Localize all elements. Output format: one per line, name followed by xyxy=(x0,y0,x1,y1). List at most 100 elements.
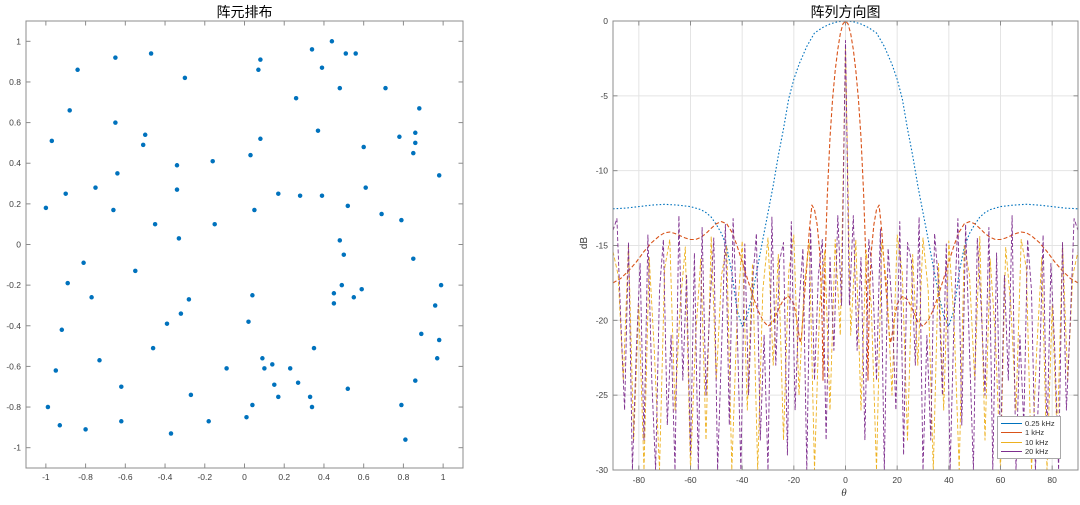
scatter-point xyxy=(399,402,404,408)
scatter-point xyxy=(152,221,158,227)
scatter-point xyxy=(436,173,442,178)
scatter-point xyxy=(174,163,180,168)
scatter-point xyxy=(276,191,281,196)
scatter-point xyxy=(339,282,345,288)
scatter-point xyxy=(140,142,146,148)
scatter-point xyxy=(133,268,138,274)
scatter-point xyxy=(311,345,317,351)
scatter-point xyxy=(307,394,313,400)
scatter-point xyxy=(142,132,148,138)
scatter-point xyxy=(411,150,416,156)
scatter-point xyxy=(419,331,424,337)
scatter-point xyxy=(206,419,211,424)
scatter-point xyxy=(345,203,351,209)
scatter-point xyxy=(399,217,404,223)
scatter-point xyxy=(186,297,192,302)
x-tick-label: -0.4 xyxy=(158,472,173,482)
x-tick-label: -40 xyxy=(736,475,749,485)
scatter-point xyxy=(188,392,194,398)
y-tick-label: -0.8 xyxy=(6,402,21,412)
scatter-point xyxy=(337,85,343,91)
left-plot-axes: -1 -0.8 -0.6 -0.4 -0.2 0 0.2 0.4 0.6 0.8 1 -1 -0.8 -0… xyxy=(6,20,464,482)
scatter-point xyxy=(244,414,249,420)
scatter-point xyxy=(383,85,388,91)
y-tick-label: -25 xyxy=(596,390,609,400)
scatter-point xyxy=(329,39,335,44)
scatter-point xyxy=(65,280,70,286)
right-chart-title: 阵列方向图 xyxy=(810,6,881,21)
scatter-point xyxy=(174,187,180,192)
scatter-point xyxy=(53,368,59,373)
scatter-point xyxy=(168,431,174,436)
scatter-point xyxy=(119,419,124,424)
scatter-point xyxy=(224,366,229,371)
scatter-point xyxy=(250,293,255,298)
scatter-point xyxy=(63,191,68,196)
scatter-point xyxy=(309,47,315,52)
scatter-point xyxy=(363,185,368,190)
legend-label: 0.25 kHz xyxy=(1025,419,1055,429)
legend-line-swatch xyxy=(1001,450,1022,452)
curve-0-25-khz xyxy=(613,20,1078,327)
scatter-point xyxy=(81,260,86,266)
scatter-point xyxy=(258,136,263,142)
scatter-point xyxy=(353,51,358,56)
y-tick-label: -1 xyxy=(13,443,21,453)
x-tick-label: -1 xyxy=(42,472,50,482)
y-tick-label: 0 xyxy=(16,240,21,250)
legend-line-swatch xyxy=(1001,441,1022,443)
scatter-point xyxy=(57,423,63,428)
scatter-point xyxy=(295,380,301,385)
scatter-point xyxy=(246,319,251,324)
scatter-point xyxy=(315,128,321,133)
legend-label: 20 kHz xyxy=(1025,446,1049,456)
scatter-point xyxy=(111,207,116,213)
left-plot-axes-box xyxy=(25,20,464,469)
y-tick-label: 0 xyxy=(603,16,608,26)
scatter-points xyxy=(43,39,444,442)
y-tick-label: -0.6 xyxy=(6,361,21,371)
scatter-point xyxy=(256,67,261,73)
scatter-point xyxy=(434,356,440,361)
scatter-point xyxy=(397,134,402,140)
scatter-point xyxy=(164,321,170,326)
x-tick-label: -60 xyxy=(684,475,697,485)
scatter-point xyxy=(272,382,277,387)
legend-entry: 0.25 kHz xyxy=(1001,419,1058,428)
x-tick-label: 80 xyxy=(1047,475,1057,485)
scatter-point xyxy=(260,356,265,361)
scatter-point xyxy=(75,67,80,73)
scatter-point xyxy=(331,291,337,296)
scatter-point xyxy=(276,394,281,400)
scatter-point xyxy=(115,171,120,176)
y-tick-label: 0.6 xyxy=(9,118,21,128)
scatter-point xyxy=(337,238,343,243)
x-tick-label: -80 xyxy=(633,475,646,485)
x-tick-label: -0.8 xyxy=(78,472,93,482)
scatter-point xyxy=(97,358,102,363)
x-tick-label: 60 xyxy=(996,475,1006,485)
scatter-point xyxy=(413,140,418,146)
legend-entry: 1 kHz xyxy=(1001,428,1058,437)
scatter-point xyxy=(43,205,49,211)
scatter-point xyxy=(258,57,263,62)
scatter-point xyxy=(361,144,366,150)
y-tick-label: 0.8 xyxy=(9,77,21,87)
legend: 0.25 kHz 1 kHz 10 kHz 20 kHz xyxy=(997,416,1061,459)
scatter-point xyxy=(331,301,337,306)
scatter-point xyxy=(293,95,299,101)
scatter-point xyxy=(212,221,217,227)
scatter-point xyxy=(309,404,315,410)
right-chart-xlabel: θ xyxy=(841,487,847,499)
x-tick-label: -0.2 xyxy=(197,472,212,482)
y-tick-label: -20 xyxy=(596,315,609,325)
x-tick-label: 0.8 xyxy=(397,472,409,482)
legend-line-swatch xyxy=(1001,423,1022,425)
x-tick-label: 0.4 xyxy=(318,472,330,482)
scatter-point xyxy=(113,55,118,60)
scatter-point xyxy=(351,295,357,300)
x-tick-label: 20 xyxy=(892,475,902,485)
x-tick-label: 40 xyxy=(944,475,954,485)
